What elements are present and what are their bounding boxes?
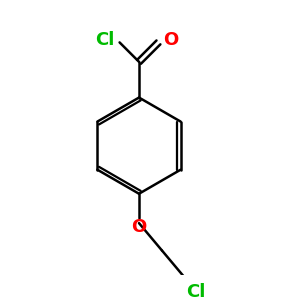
Text: Cl: Cl xyxy=(95,31,115,49)
Text: Cl: Cl xyxy=(186,284,206,300)
Text: O: O xyxy=(164,31,178,49)
Text: O: O xyxy=(131,218,147,236)
